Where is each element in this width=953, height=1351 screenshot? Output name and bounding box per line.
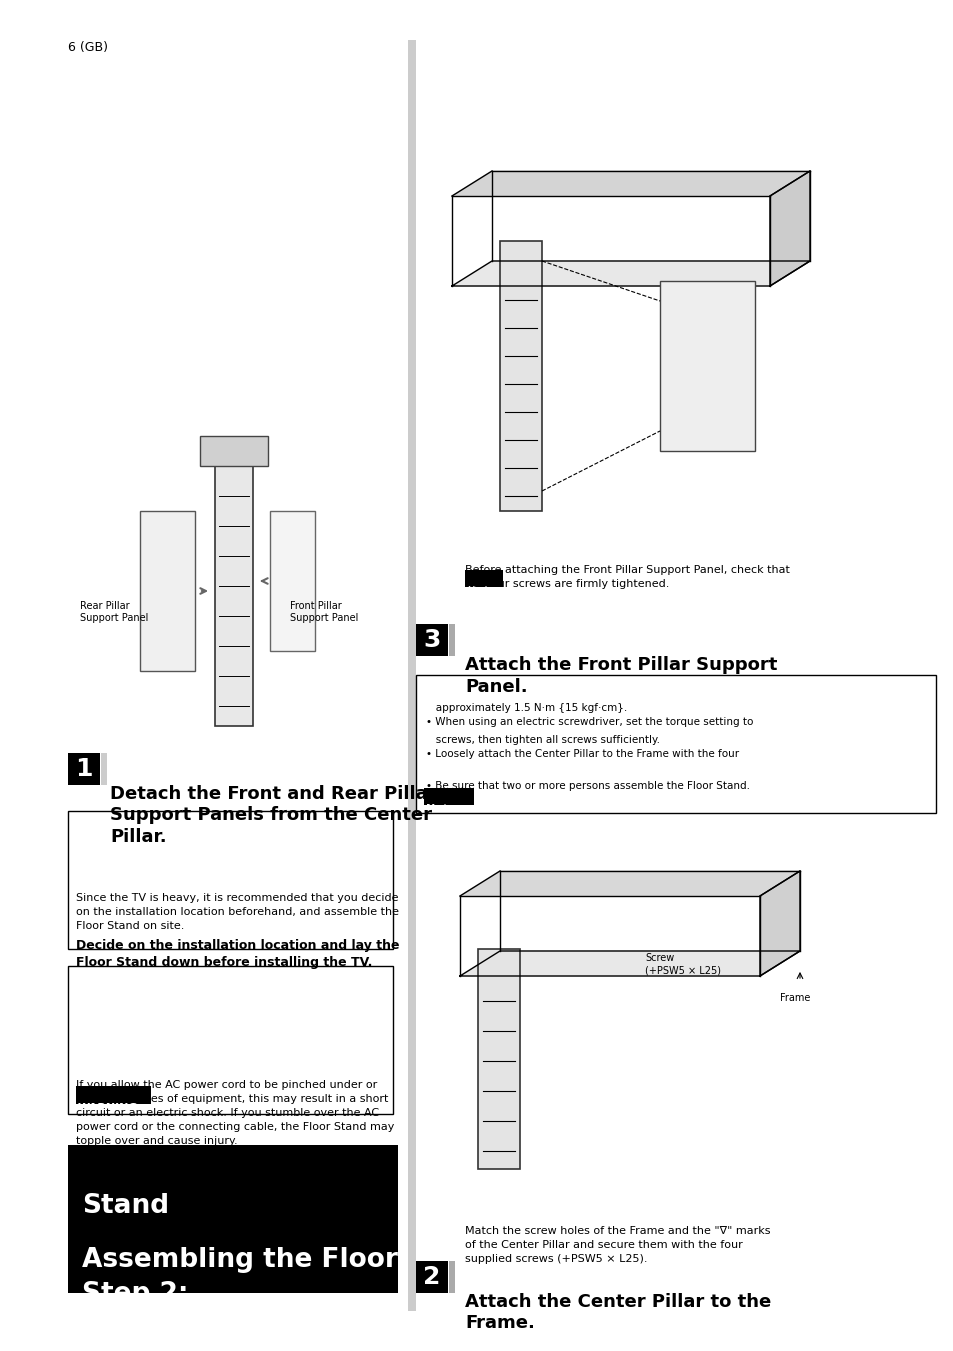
Text: • When using an electric screwdriver, set the torque setting to: • When using an electric screwdriver, se… (426, 717, 753, 727)
Polygon shape (769, 172, 809, 286)
Text: Stand: Stand (82, 1193, 169, 1219)
Text: Step 2:: Step 2: (82, 1281, 189, 1306)
Bar (68, 753, 100, 785)
Text: If you allow the AC power cord to be pinched under or
between pieces of equipmen: If you allow the AC power cord to be pin… (76, 1079, 394, 1146)
Bar (270, 511, 314, 651)
Text: 6 (GB): 6 (GB) (68, 41, 108, 54)
Bar (423, 788, 474, 805)
Text: 1: 1 (75, 757, 92, 781)
Polygon shape (459, 951, 800, 975)
Polygon shape (760, 871, 800, 975)
Text: • Be sure that two or more persons assemble the Floor Stand.: • Be sure that two or more persons assem… (426, 781, 749, 790)
Text: Since the TV is heavy, it is recommended that you decide
on the installation loc: Since the TV is heavy, it is recommended… (76, 893, 398, 931)
Text: Attach the Center Pillar to the
Frame.: Attach the Center Pillar to the Frame. (464, 1293, 770, 1332)
Bar (477, 948, 519, 1169)
Bar (464, 570, 502, 586)
Bar (214, 446, 253, 725)
Bar (449, 1260, 455, 1293)
Text: Rear Pillar
Support Panel: Rear Pillar Support Panel (80, 601, 149, 623)
Polygon shape (459, 871, 800, 896)
Text: Match the screw holes of the Frame and the "∇" marks
of the Center Pillar and se: Match the screw holes of the Frame and t… (464, 1225, 770, 1265)
Text: Screw
(+PSW5 × L25): Screw (+PSW5 × L25) (644, 952, 720, 975)
Bar (659, 281, 754, 451)
Bar (449, 624, 455, 657)
Bar (416, 1260, 448, 1293)
Text: Frame: Frame (780, 993, 809, 1002)
Text: Before attaching the Front Pillar Support Panel, check that
the four screws are : Before attaching the Front Pillar Suppor… (464, 565, 789, 589)
Text: • Loosely attach the Center Pillar to the Frame with the four: • Loosely attach the Center Pillar to th… (426, 748, 739, 759)
Bar (68, 966, 393, 1115)
Bar (68, 811, 393, 948)
Polygon shape (452, 261, 809, 286)
Text: Decide on the installation location and lay the
Floor Stand down before installi: Decide on the installation location and … (76, 939, 399, 969)
Text: Attach the Front Pillar Support
Panel.: Attach the Front Pillar Support Panel. (464, 657, 777, 696)
Text: approximately 1.5 N·m {15 kgf·cm}.: approximately 1.5 N·m {15 kgf·cm}. (426, 703, 626, 713)
Text: Front Pillar
Support Panel: Front Pillar Support Panel (290, 601, 358, 623)
Text: Assembling the Floor: Assembling the Floor (82, 1247, 397, 1273)
Text: screws, then tighten all screws sufficiently.: screws, then tighten all screws sufficie… (426, 735, 659, 744)
Bar (76, 1086, 151, 1104)
Bar (68, 1146, 397, 1293)
Bar (140, 511, 194, 671)
Bar (416, 676, 935, 813)
Text: Note: Note (467, 586, 497, 596)
Text: 3: 3 (423, 628, 440, 653)
Text: Notes: Notes (426, 804, 462, 815)
Text: Detach the Front and Rear Pillar
Support Panels from the Center
Pillar.: Detach the Front and Rear Pillar Support… (110, 785, 436, 846)
Bar (408, 41, 416, 1310)
Bar (499, 240, 541, 511)
Polygon shape (452, 172, 809, 196)
Text: 2: 2 (423, 1265, 440, 1289)
Bar (416, 624, 448, 657)
Bar (101, 753, 107, 785)
Text: WARNING: WARNING (78, 1102, 138, 1113)
Bar (200, 436, 268, 466)
